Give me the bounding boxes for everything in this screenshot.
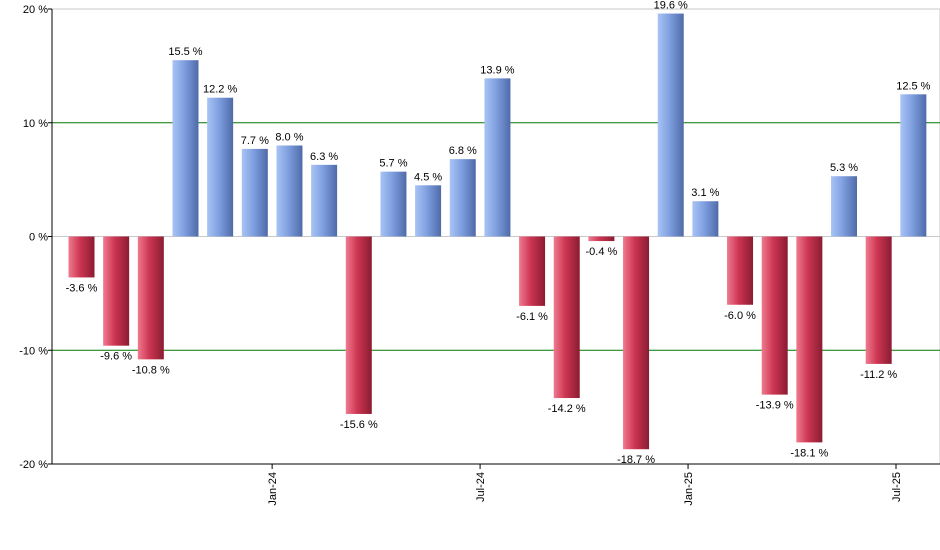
bar-1 [103,236,130,346]
bar-2 [137,236,164,360]
bar-7 [311,164,338,237]
data-label-2: -10.8 % [132,364,170,376]
data-label-3: 15.5 % [168,46,202,58]
data-label-10: 4.5 % [414,171,442,183]
data-label-17: 19.6 % [654,0,688,12]
x-tick-label-0: Jan-24 [267,472,279,506]
data-label-4: 12.2 % [203,84,237,96]
data-label-8: -15.6 % [340,419,378,431]
data-label-22: 5.3 % [830,162,858,174]
y-tick-label-3: -10 % [19,345,48,357]
bar-20 [761,236,788,395]
bar-4 [207,97,234,237]
data-label-9: 5.7 % [379,158,407,170]
bar-12 [484,78,511,237]
bar-18 [692,201,719,237]
bar-6 [276,145,303,237]
bar-21 [796,236,823,443]
data-label-18: 3.1 % [691,187,719,199]
data-label-24: 12.5 % [896,80,930,92]
bar-23 [865,236,892,364]
data-label-11: 6.8 % [449,145,477,157]
y-tick-label-2: 0 % [29,232,48,244]
bars [68,13,927,450]
x-tick-label-1: Jul-24 [475,472,487,502]
bar-16 [623,236,650,450]
bar-17 [657,13,684,237]
data-labels: -3.6 % -9.6 %-10.8 % 15.5 % 12.2 % 7.7 % 8.0 … [66,0,931,466]
data-label-6: 8.0 % [275,132,303,144]
bar-15 [588,236,615,242]
bar-5 [241,148,268,237]
data-label-12: 13.9 % [480,64,514,76]
bar-24 [900,94,927,237]
y-tick-label-0: 20 % [23,4,48,16]
x-tick-label-3: Jul-25 [891,472,903,502]
data-label-19: -6.0 % [724,310,756,322]
data-label-1: -9.6 % [100,351,132,363]
x-tick-label-2: Jan-25 [683,472,695,506]
bar-22 [831,176,858,237]
bar-13 [519,236,546,306]
bar-8 [345,236,372,414]
bar-9 [380,171,407,237]
y-tick-label-1: 10 % [23,118,48,130]
data-label-14: -14.2 % [548,403,586,415]
data-label-20: -13.9 % [756,400,794,412]
bar-14 [553,236,580,399]
data-label-5: 7.7 % [241,135,269,147]
bar-3 [172,60,199,237]
data-label-16: -18.7 % [617,454,655,466]
bar-10 [415,185,442,237]
data-label-15: -0.4 % [586,246,618,258]
data-label-13: -6.1 % [516,311,548,323]
y-tick-label-4: -20 % [19,459,48,471]
bar-19 [727,236,754,305]
data-label-7: 6.3 % [310,151,338,163]
bar-0 [68,236,95,278]
data-label-0: -3.6 % [66,282,98,294]
axes: 20 % 10 % 0 % -10 % -20 % Jan-24 Jul-24 Jan-25 J… [19,4,940,506]
data-label-23: -11.2 % [860,369,897,381]
data-label-21: -18.1 % [790,447,828,459]
bar-11 [449,159,476,237]
